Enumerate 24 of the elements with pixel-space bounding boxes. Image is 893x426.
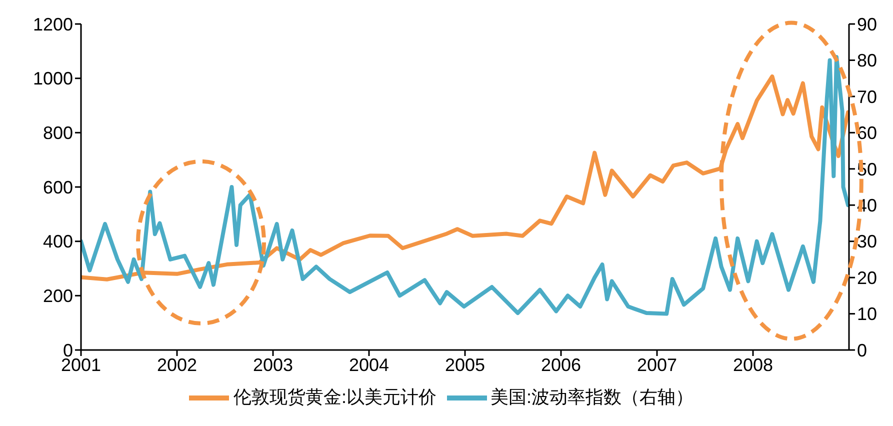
y-tick-label: 600 <box>42 177 73 198</box>
x-tick-label: 2008 <box>732 354 774 375</box>
line-series <box>81 74 849 282</box>
y2-tick-label: 80 <box>857 50 878 71</box>
x-tick-label: 2007 <box>636 354 678 375</box>
x-tick-label: 2002 <box>156 354 198 375</box>
x-tick-label: 2004 <box>348 354 390 375</box>
y2-tick-label: 0 <box>857 340 868 360</box>
y2-tick-label: 90 <box>857 14 878 34</box>
x-tick-label: 2005 <box>444 354 486 375</box>
x-tick-label: 2003 <box>252 354 294 375</box>
y2-tick-label: 10 <box>857 304 878 324</box>
y2-tick-label: 70 <box>857 86 878 107</box>
y2-tick-label: 30 <box>857 232 878 252</box>
y-tick-label: 1000 <box>32 68 73 89</box>
y-tick-label: 800 <box>42 123 73 144</box>
legend-label: 美国:波动率指数（右轴） <box>490 386 694 407</box>
y-tick-label: 400 <box>42 232 73 252</box>
line-series <box>81 54 849 316</box>
y2-tick-label: 20 <box>857 268 878 288</box>
legend-label: 伦敦现货黄金:以美元计价 <box>233 386 436 407</box>
x-tick-label: 2006 <box>540 354 582 375</box>
y-tick-label: 1200 <box>32 14 73 34</box>
y-tick-label: 200 <box>42 286 73 306</box>
